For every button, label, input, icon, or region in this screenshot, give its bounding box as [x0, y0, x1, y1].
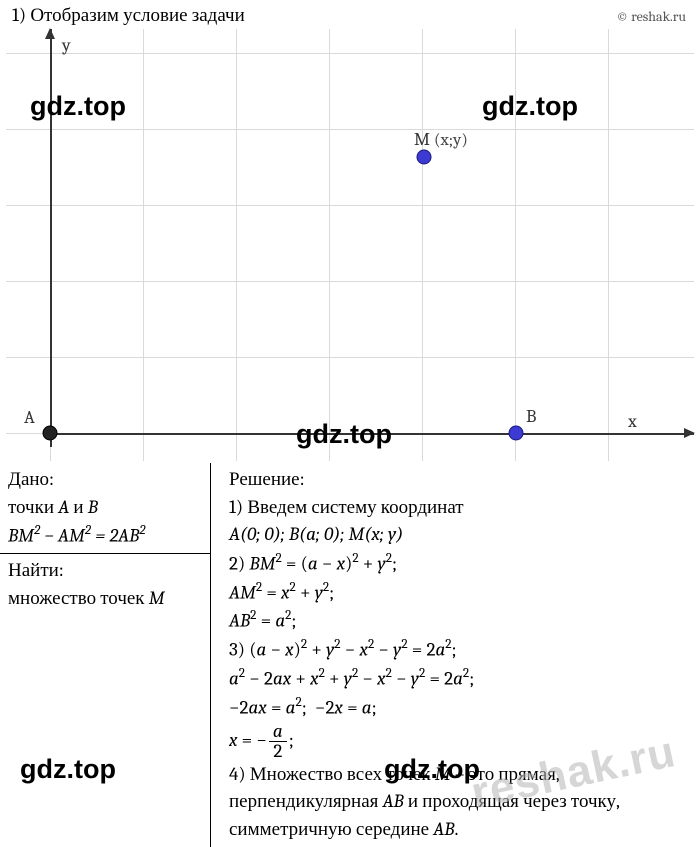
- solution-step-2c: AB2 = a2;: [229, 606, 694, 635]
- point-m-label: M (x;y): [414, 129, 468, 150]
- watermark: gdz.top: [30, 91, 126, 122]
- text: точки: [8, 496, 58, 518]
- coordinate-chart: x y A B M (x;y) gdz.top gdz.top gdz.top: [6, 29, 694, 461]
- solution-step-1: 1) Введем систему координат: [229, 494, 694, 522]
- given-title: Дано:: [8, 466, 204, 494]
- grid-line: [143, 29, 144, 461]
- find-title: Найти:: [8, 557, 204, 585]
- grid-line: [608, 29, 609, 461]
- fraction-num: a: [269, 722, 287, 742]
- x-axis-label: x: [628, 411, 637, 432]
- grid-line: [6, 357, 694, 358]
- text: множество точек: [8, 587, 149, 609]
- solution-step-3c: −2ax = a2; −2x = a;: [229, 693, 694, 722]
- text: ;: [289, 729, 294, 751]
- text: A: [58, 496, 69, 518]
- y-axis-label: y: [62, 35, 71, 56]
- grid-line: [422, 29, 423, 461]
- find-text: множество точек M: [8, 585, 204, 613]
- watermark: gdz.top: [482, 91, 578, 122]
- point-a: [43, 426, 58, 441]
- given-block: Дано: точки A и B BM2 − AM2 = 2AB2: [0, 463, 210, 553]
- fraction-den: 2: [269, 742, 286, 761]
- given-points: точки A и B: [8, 494, 204, 522]
- solution-step-1b: A(0; 0); B(a; 0); M(x; y): [229, 521, 694, 549]
- copyright-label: © reshak.ru: [616, 8, 686, 25]
- watermark: gdz.top: [384, 754, 480, 785]
- x-axis-arrow: [684, 428, 695, 438]
- grid-line: [6, 53, 694, 54]
- y-axis-arrow: [45, 28, 55, 39]
- solution-step-2a: 2) BM2 = (a − x)2 + y2;: [229, 549, 694, 578]
- solution-step-3b: a2 − 2ax + x2 + y2 − x2 − y2 = 2a2;: [229, 664, 694, 693]
- grid-line: [6, 129, 694, 130]
- solution-title: Решение:: [229, 466, 694, 494]
- solution-block: Решение: 1) Введем систему координат A(0…: [221, 463, 700, 847]
- point-m: [417, 150, 432, 165]
- grid-line: [6, 205, 694, 206]
- grid-line: [236, 29, 237, 461]
- page-title: 1) Отобразим условие задачи: [12, 4, 245, 27]
- text: M: [149, 587, 165, 609]
- point-a-label: A: [24, 407, 35, 428]
- point-b-label: B: [526, 406, 536, 427]
- given-equation: BM2 − AM2 = 2AB2: [8, 521, 204, 550]
- text: B: [88, 496, 98, 518]
- point-m-letter: M: [414, 129, 430, 150]
- grid-line: [6, 281, 694, 282]
- watermark: gdz.top: [20, 754, 116, 785]
- point-m-coords: (x;y): [434, 131, 468, 150]
- solution-step-3a: 3) (a − x)2 + y2 − x2 − y2 = 2a2;: [229, 635, 694, 664]
- solution-step-2b: AM2 = x2 + y2;: [229, 578, 694, 607]
- grid-line: [329, 29, 330, 461]
- text: и: [69, 496, 88, 518]
- point-b: [509, 426, 524, 441]
- watermark: gdz.top: [296, 419, 392, 450]
- find-block: Найти: множество точек M: [0, 554, 210, 615]
